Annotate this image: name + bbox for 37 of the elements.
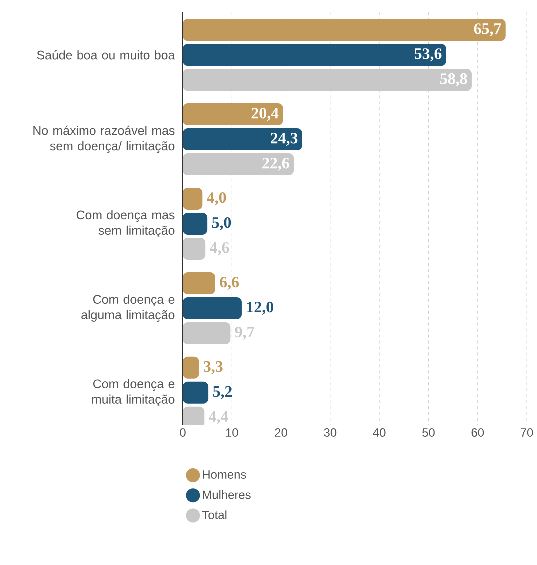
- x-tick-label: 70: [520, 428, 534, 437]
- data-label: 6,6: [220, 276, 240, 290]
- data-label: 3,3: [204, 361, 223, 374]
- x-tick-label: 30: [324, 428, 337, 437]
- y-tick-label: Saúde boa ou muito boa: [37, 50, 176, 60]
- bar: [183, 128, 302, 151]
- x-tick-label: 60: [472, 428, 484, 437]
- legend-label: Homens: [203, 470, 246, 479]
- x-tick-label: 40: [373, 428, 386, 437]
- legend-label: Mulheres: [203, 490, 251, 500]
- bar: [183, 212, 208, 235]
- data-label: 5,2: [213, 386, 232, 400]
- bar: [183, 272, 216, 294]
- data-label: 4,0: [207, 192, 226, 206]
- y-tick-label: Com doença e alguma limitação: [82, 294, 175, 322]
- legend-label: Total: [202, 510, 227, 520]
- data-label: 20,4: [252, 108, 279, 122]
- bar: [183, 44, 446, 66]
- bar: [183, 188, 203, 210]
- data-label: 24,3: [270, 133, 298, 146]
- x-tick-label: 0: [180, 428, 186, 437]
- y-tick-label: Com doença e muita limitação: [92, 379, 175, 406]
- data-label: 53,6: [414, 48, 442, 62]
- y-tick-label: Com doença mas sem limitação: [76, 210, 175, 238]
- bar: [183, 297, 242, 320]
- y-tick-label: No máximo razoável mas sem doença/ limitação: [34, 126, 175, 154]
- x-tick-label: 20: [275, 428, 288, 437]
- bar: [183, 104, 284, 126]
- bar: [183, 19, 506, 42]
- bar: [183, 382, 209, 404]
- x-tick-label: 10: [226, 428, 238, 437]
- bar: [183, 356, 200, 379]
- data-label: 12,0: [247, 302, 274, 315]
- bar: [183, 238, 206, 260]
- data-label: 5,0: [212, 217, 232, 231]
- x-tick-label: 50: [422, 428, 435, 437]
- data-label: 65,7: [474, 24, 502, 37]
